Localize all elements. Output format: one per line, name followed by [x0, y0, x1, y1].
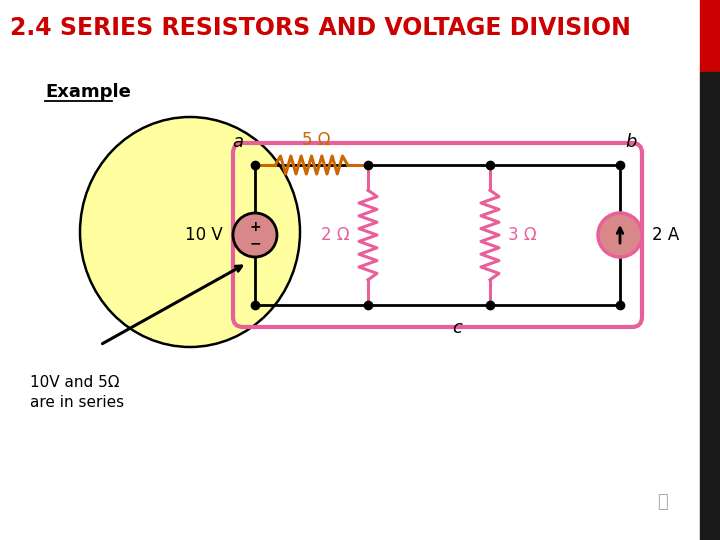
- Text: c: c: [452, 319, 462, 337]
- Text: +: +: [249, 220, 261, 234]
- Text: 5 Ω: 5 Ω: [302, 131, 330, 149]
- Text: a: a: [232, 133, 243, 151]
- Text: b: b: [625, 133, 636, 151]
- Text: 3 Ω: 3 Ω: [508, 226, 536, 244]
- Text: Example: Example: [45, 83, 131, 101]
- Bar: [700, 0, 720, 72]
- Bar: [700, 72, 720, 540]
- Ellipse shape: [233, 213, 277, 257]
- Text: 2 A: 2 A: [652, 226, 679, 244]
- Text: 10V and 5Ω
are in series: 10V and 5Ω are in series: [30, 375, 124, 410]
- Text: 10 V: 10 V: [185, 226, 223, 244]
- Text: 🔊: 🔊: [657, 493, 667, 511]
- Ellipse shape: [598, 213, 642, 257]
- Text: −: −: [249, 236, 261, 250]
- Ellipse shape: [80, 117, 300, 347]
- Text: 2.4 SERIES RESISTORS AND VOLTAGE DIVISION: 2.4 SERIES RESISTORS AND VOLTAGE DIVISIO…: [10, 16, 631, 40]
- Text: 2 Ω: 2 Ω: [321, 226, 350, 244]
